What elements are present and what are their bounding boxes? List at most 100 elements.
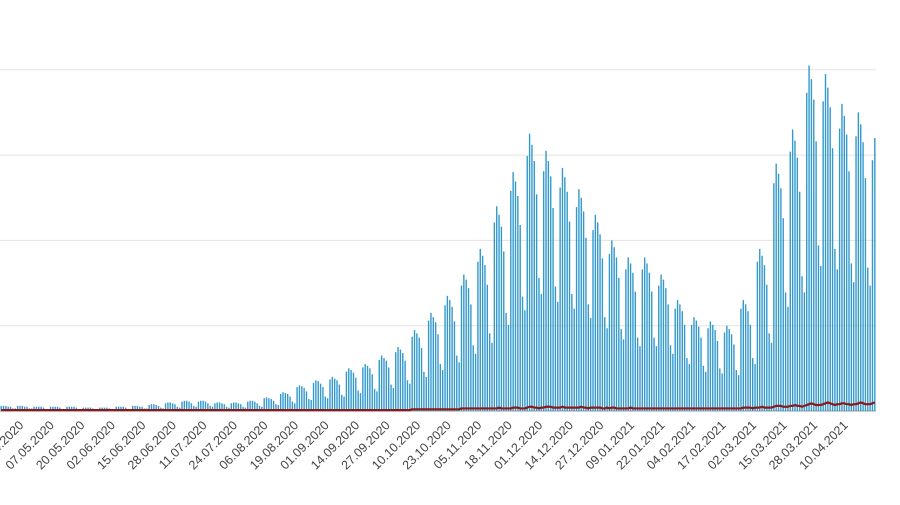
bar (716, 341, 719, 411)
bar (385, 360, 388, 411)
bar (561, 167, 564, 411)
bar (345, 371, 348, 411)
bar (596, 222, 599, 411)
bar (817, 245, 820, 411)
bar (855, 136, 857, 411)
bar (639, 346, 641, 411)
bar (693, 317, 695, 411)
bar (719, 368, 721, 411)
bar (848, 171, 850, 411)
bar (23, 406, 26, 411)
bar (820, 265, 822, 411)
bar (747, 311, 749, 411)
bar (261, 406, 263, 411)
bar (810, 79, 813, 412)
bar (289, 396, 291, 411)
bar (599, 234, 601, 411)
bar (465, 279, 467, 411)
bar (425, 376, 427, 411)
bar (341, 394, 343, 411)
bar (756, 261, 759, 411)
bar (470, 304, 472, 411)
bar (207, 403, 209, 411)
bar (286, 393, 289, 411)
bar (70, 406, 73, 411)
bar (35, 406, 38, 411)
bar (378, 359, 380, 411)
bar (5, 405, 7, 411)
bar (653, 337, 655, 411)
bar (373, 388, 376, 411)
bar (301, 386, 303, 411)
bar (49, 406, 52, 411)
bar (512, 172, 514, 411)
bar (620, 329, 622, 411)
bar (9, 406, 12, 411)
bar (451, 306, 453, 411)
bar (249, 400, 251, 411)
bar (521, 296, 524, 411)
bar (308, 399, 310, 411)
bar (390, 384, 392, 411)
bar (867, 267, 869, 411)
bar (164, 403, 167, 411)
bar (721, 373, 723, 411)
bar (479, 248, 481, 411)
bar (117, 406, 120, 411)
bar (155, 405, 157, 411)
bar (157, 405, 160, 411)
bar (387, 367, 390, 411)
bar (247, 401, 249, 411)
bar (601, 258, 604, 411)
bar (73, 406, 75, 411)
bar (171, 403, 174, 411)
bar (634, 291, 636, 411)
bar (432, 317, 435, 411)
bar (749, 324, 752, 411)
bar (752, 358, 754, 411)
bar (333, 378, 336, 411)
bar (305, 391, 308, 411)
bar (709, 321, 712, 411)
bar (40, 406, 42, 411)
bar (338, 384, 341, 411)
bar (350, 370, 352, 411)
bar (460, 285, 463, 411)
bar (643, 257, 646, 411)
bar (777, 173, 780, 411)
bar (446, 295, 449, 411)
bar (449, 300, 451, 411)
bar (16, 405, 19, 411)
bar (690, 324, 693, 411)
bar (676, 300, 679, 411)
bar (437, 334, 439, 411)
bar (836, 269, 838, 411)
bar (402, 352, 404, 411)
bar (268, 398, 270, 411)
bar (665, 288, 667, 411)
bar (392, 387, 395, 411)
bar (791, 129, 794, 411)
bar (153, 404, 155, 411)
bar (796, 157, 799, 411)
bar (167, 402, 169, 411)
bar (798, 191, 801, 411)
bar (782, 218, 784, 411)
bar (554, 286, 557, 411)
bar (568, 221, 571, 411)
bar (232, 402, 235, 411)
bar (669, 345, 672, 411)
bar (319, 383, 322, 411)
bar (531, 144, 533, 411)
bar (242, 406, 244, 411)
bar (770, 342, 773, 411)
bar (852, 282, 855, 411)
bar (223, 404, 225, 411)
bar (369, 368, 371, 411)
bar (131, 405, 134, 411)
bar (463, 274, 465, 411)
bar (737, 375, 740, 411)
bar (806, 92, 808, 412)
bar (380, 355, 383, 411)
bar (587, 304, 590, 411)
